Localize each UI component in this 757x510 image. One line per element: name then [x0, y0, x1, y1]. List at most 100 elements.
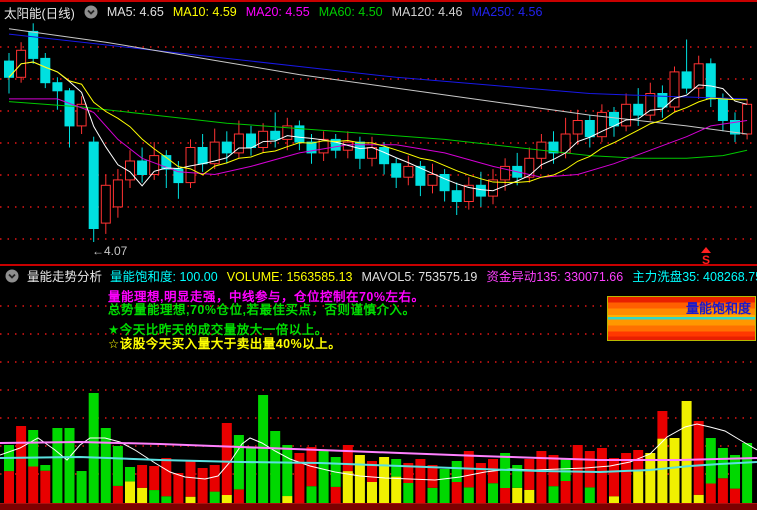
volume-bar-segment	[596, 448, 607, 503]
candle-up	[693, 63, 704, 89]
volume-bar-segment	[185, 461, 196, 497]
candle-up	[403, 165, 414, 178]
annotation-line-4: ☆该股今天买入量大于卖出量40%以上。	[108, 337, 342, 351]
candle-down	[584, 120, 595, 138]
volume-bar-segment	[40, 470, 51, 503]
volume-bar-segment	[548, 486, 559, 503]
candle-down	[137, 160, 148, 175]
volume-bar-segment	[657, 411, 668, 439]
volume-bar-segment	[149, 466, 160, 491]
volume-bar-segment	[233, 489, 244, 503]
candle-up	[488, 179, 498, 197]
volume-bar-segment	[270, 431, 281, 503]
volume-bar-segment	[488, 483, 498, 503]
volume-bar-segment	[28, 430, 39, 467]
volume-bar-segment	[415, 459, 426, 503]
volume-bar-segment	[318, 451, 329, 503]
volume-bar-segment	[161, 496, 172, 503]
indicator-panel-header: 量能走势分析 量能饱和度: 100.00 VOLUME: 1563585.13 MA…	[5, 267, 757, 284]
volume-bar-segment	[536, 451, 547, 503]
candle-down	[548, 141, 559, 154]
ma-legend-item: MA250: 4.56	[471, 5, 543, 19]
volume-bar-segment	[681, 401, 692, 503]
volume-bar-segment	[367, 482, 377, 503]
volume-bar-segment	[584, 487, 595, 503]
collapse-chevron-icon[interactable]	[84, 5, 98, 19]
candle-down	[391, 163, 402, 178]
volume-bar-segment	[137, 487, 148, 503]
candle-up	[500, 165, 511, 181]
candle-down	[657, 93, 668, 108]
volume-bar-segment	[584, 451, 595, 488]
main-candlestick-chart[interactable]: ←4.07 S	[0, 22, 757, 265]
volume-bar-segment	[730, 488, 740, 503]
annotation-line-2: 总势量能理想,70%仓位,若最佳买点，否则谨慎介入。	[108, 303, 416, 317]
indicator-field: VOLUME: 1563585.13	[226, 270, 353, 284]
saturation-gauge: 量能饱和度	[607, 296, 756, 341]
chart-title: 太阳能(日线)	[4, 6, 75, 21]
volume-bar-segment	[657, 438, 668, 503]
ma-line-MA60	[8, 101, 748, 159]
volume-bar-segment	[427, 465, 438, 488]
candle-down	[4, 60, 14, 78]
candle-down	[439, 174, 450, 192]
candle-up	[233, 133, 244, 154]
vol-line-cyan	[0, 455, 757, 474]
ma-line-MA10	[8, 61, 748, 183]
candles	[4, 23, 753, 242]
volume-bar-segment	[693, 421, 704, 495]
candle-down	[88, 141, 99, 229]
candle-up	[645, 93, 656, 116]
main-chart-header: 太阳能(日线) MA5: 4.65 MA10: 4.59 MA20: 4.55 MA6…	[4, 3, 551, 21]
volume-bar-segment	[560, 481, 571, 503]
candle-down	[415, 165, 426, 186]
volume-bar-segment	[645, 453, 656, 503]
volume-bar-segment	[705, 438, 716, 484]
volume-bar-segment	[463, 487, 474, 503]
volume-bar-segment	[258, 395, 269, 503]
volume-bar-segment	[524, 489, 535, 503]
candle-down	[717, 98, 728, 122]
volume-bar-segment	[572, 445, 583, 503]
ma-line-MA120	[8, 28, 748, 135]
candle-up	[258, 130, 269, 149]
volume-bar-segment	[342, 471, 353, 503]
window-bottom-border	[0, 503, 757, 510]
candle-up	[125, 160, 135, 181]
volume-analysis-chart[interactable]	[0, 285, 757, 510]
volume-bar-segment	[221, 495, 232, 503]
ma-legend-item: MA5: 4.65	[106, 5, 164, 19]
ma-line-MA20	[9, 98, 748, 178]
volume-bar-segment	[512, 465, 523, 488]
candle-down	[681, 71, 692, 89]
collapse-chevron-icon[interactable]	[5, 269, 19, 283]
volume-bar-segment	[500, 488, 511, 503]
volume-bar-segment	[717, 478, 728, 503]
volume-bar-segment	[88, 393, 99, 503]
volume-bar-segment	[161, 458, 172, 497]
volume-bar-segment	[512, 487, 523, 503]
ma-legend-item: MA10: 4.59	[172, 5, 237, 19]
volume-bar-segment	[282, 445, 293, 497]
volume-bar-segment	[4, 471, 14, 503]
volume-bar-segment	[560, 459, 571, 481]
volume-bars	[4, 393, 753, 503]
candle-down	[52, 82, 63, 92]
volume-bar-segment	[149, 490, 160, 503]
window-top-border	[0, 0, 757, 2]
volume-bar-segment	[354, 455, 365, 503]
volume-bar-segment	[28, 466, 39, 503]
candle-down	[633, 103, 644, 116]
indicator-field: 量能饱和度: 100.00	[110, 270, 218, 284]
volume-bar-segment	[609, 458, 619, 497]
volume-bar-segment	[294, 453, 305, 503]
candle-down	[294, 125, 305, 143]
candle-up	[669, 71, 680, 108]
indicator-field: 资金异动135: 330071.66	[486, 270, 624, 284]
candle-up	[209, 141, 220, 165]
candle-up	[621, 103, 632, 127]
candle-down	[221, 141, 232, 154]
volume-bar-segment	[209, 491, 220, 503]
candle-down	[40, 57, 51, 84]
candle-down	[730, 120, 740, 135]
